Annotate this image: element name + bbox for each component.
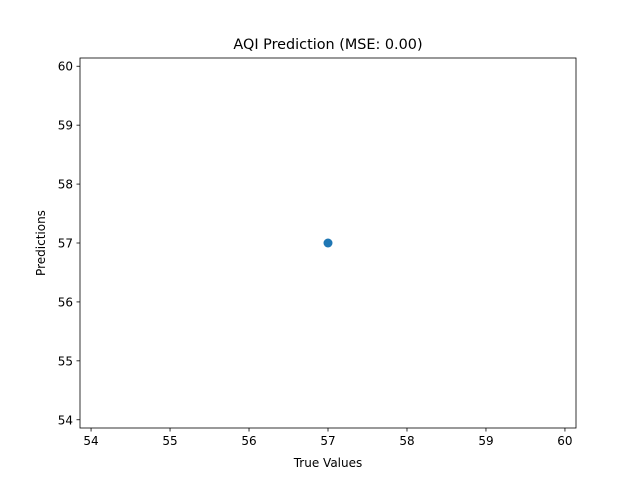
y-tick-label: 59 [58, 119, 73, 133]
x-tick-label: 60 [557, 434, 572, 448]
y-axis-label: Predictions [34, 210, 48, 276]
y-tick-label: 56 [58, 295, 73, 309]
data-points [323, 238, 333, 248]
y-tick-label: 58 [58, 178, 73, 192]
x-tick-label: 58 [399, 434, 414, 448]
y-tick-label: 60 [58, 60, 73, 74]
data-point [323, 238, 333, 248]
x-tick-label: 56 [241, 434, 256, 448]
x-axis-label: True Values [293, 456, 363, 470]
x-axis-ticks: 54 55 56 57 58 59 60 [83, 428, 573, 448]
x-tick-label: 59 [478, 434, 493, 448]
x-tick-label: 57 [320, 434, 335, 448]
x-tick-label: 55 [162, 434, 177, 448]
x-tick-label: 54 [83, 434, 98, 448]
y-tick-label: 55 [58, 354, 73, 368]
plot-area: 54 55 56 57 58 59 60 54 55 56 57 58 59 60 [58, 57, 577, 448]
y-tick-label: 54 [58, 413, 73, 427]
y-axis-ticks: 54 55 56 57 58 59 60 [58, 60, 80, 427]
chart-title: AQI Prediction (MSE: 0.00) [233, 37, 422, 53]
y-tick-label: 57 [58, 237, 73, 251]
